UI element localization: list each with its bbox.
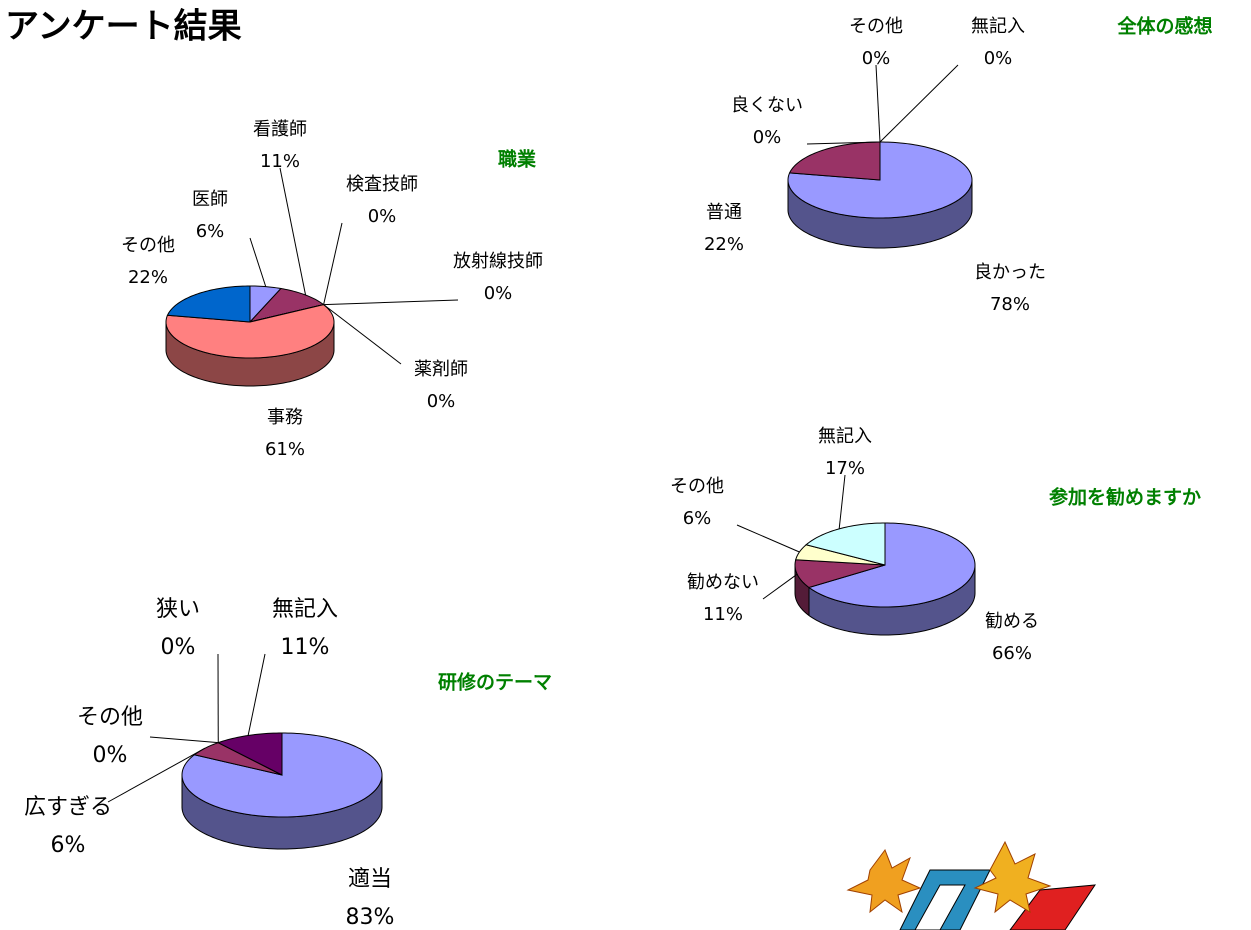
- value-label: 11%: [703, 604, 743, 625]
- pie-slice: [790, 142, 880, 180]
- value-label: 11%: [281, 635, 330, 660]
- category-label: その他: [670, 476, 724, 497]
- value-label: 0%: [427, 391, 456, 412]
- pie-tops: [166, 286, 334, 358]
- leader-line: [248, 654, 265, 735]
- chart-title: 研修のテーマ: [438, 671, 552, 694]
- leader-line: [880, 65, 958, 142]
- chart-title: 参加を勧めますか: [1049, 486, 1201, 509]
- category-label: 無記入: [818, 426, 872, 447]
- value-label: 0%: [161, 635, 196, 660]
- category-label: その他: [77, 705, 143, 730]
- value-label: 83%: [346, 905, 395, 930]
- page: {"title": "アンケート結果", "chart_data": [ {"t…: [0, 0, 1251, 930]
- value-label: 6%: [196, 221, 225, 242]
- leader-line: [876, 65, 880, 142]
- leader-line: [150, 737, 218, 743]
- value-label: 6%: [683, 508, 712, 529]
- category-label: 広すぎる: [24, 795, 112, 820]
- category-label: 勧めない: [687, 572, 759, 593]
- category-label: 看護師: [253, 119, 307, 140]
- pie-tops: [788, 142, 972, 218]
- leader-line: [250, 238, 266, 287]
- category-label: 適当: [348, 867, 392, 892]
- leaf: [848, 850, 920, 912]
- slide: アンケート結果 職業医師 6% 看護師 11% 検査技師 0% 放射線技師 0% 薬剤師 0% 事務…: [0, 0, 1251, 930]
- value-label: 0%: [984, 48, 1013, 69]
- chart-title: 全体の感想: [1116, 15, 1212, 38]
- value-label: 0%: [484, 283, 513, 304]
- category-label: 勧める: [985, 611, 1039, 632]
- value-label: 22%: [704, 234, 744, 255]
- page-title: アンケート結果: [5, 7, 242, 47]
- leader-line: [763, 574, 797, 599]
- leader-line: [280, 168, 306, 295]
- category-label: 狭い: [156, 597, 200, 622]
- category-label: 無記入: [272, 597, 338, 622]
- leader-line: [324, 305, 401, 364]
- category-label: その他: [849, 16, 903, 37]
- leader-line: [324, 223, 342, 305]
- category-label: 良かった: [974, 262, 1046, 283]
- leader-line: [737, 525, 799, 552]
- category-label: 事務: [267, 407, 303, 428]
- category-label: 普通: [706, 202, 742, 223]
- value-label: 0%: [753, 127, 782, 148]
- pie-tops: [795, 523, 975, 607]
- value-label: 0%: [368, 206, 397, 227]
- pie-tops: [182, 733, 382, 817]
- value-label: 66%: [992, 643, 1032, 664]
- leader-line: [324, 300, 458, 305]
- value-label: 0%: [93, 743, 128, 768]
- leader-line: [839, 475, 845, 529]
- chart-title: 職業: [498, 148, 537, 171]
- value-label: 6%: [51, 833, 86, 858]
- category-label: 薬剤師: [414, 359, 468, 380]
- clip-art: [848, 842, 1095, 930]
- category-label: 医師: [192, 189, 228, 210]
- value-label: 61%: [265, 439, 305, 460]
- category-label: 良くない: [731, 95, 803, 116]
- value-label: 22%: [128, 267, 168, 288]
- category-label: 放射線技師: [453, 251, 543, 272]
- pie-slice: [167, 286, 250, 322]
- category-label: 無記入: [971, 16, 1025, 37]
- pie-chart: 職業医師6%看護師11%検査技師0%放射線技師0%薬剤師0%事務61%その他22…: [121, 119, 543, 460]
- category-label: その他: [121, 235, 175, 256]
- category-label: 検査技師: [346, 174, 418, 195]
- value-label: 78%: [990, 294, 1030, 315]
